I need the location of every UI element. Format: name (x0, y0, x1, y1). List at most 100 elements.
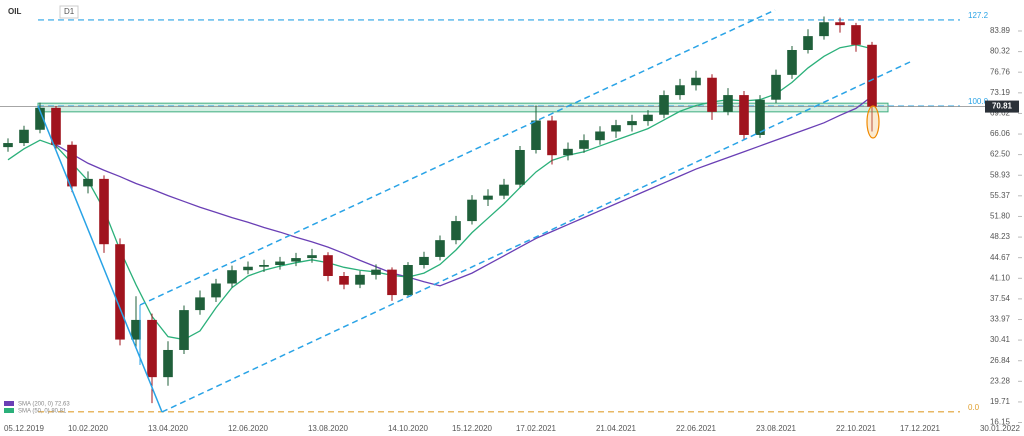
candle-body (675, 85, 685, 96)
y-tick-label: 26.84 (990, 356, 1011, 365)
candle-body (355, 274, 365, 285)
y-tick-label: 69.62 (990, 109, 1011, 118)
x-tick-label: 17.12.2021 (900, 424, 941, 433)
y-tick-label: 83.89 (990, 26, 1011, 35)
price-tag-label: 70.81 (992, 102, 1013, 111)
x-tick-label: 21.04.2021 (596, 424, 637, 433)
y-tick-label: 48.23 (990, 232, 1011, 241)
sma-line (7, 44, 873, 341)
y-tick-label: 62.50 (990, 150, 1011, 159)
symbol: OIL (8, 7, 21, 16)
candle-body (499, 184, 509, 196)
candle-body (307, 255, 317, 259)
candle-body (643, 114, 653, 122)
price-tag-box (985, 100, 1019, 113)
x-tick-label: 22.10.2021 (836, 424, 877, 433)
candle-body (3, 143, 13, 148)
candle-body (131, 319, 141, 340)
legend-entry: SMA (50, 0) 80.81 (18, 409, 67, 415)
y-tick-label: 44.67 (990, 253, 1011, 262)
y-tick-label: 19.71 (990, 397, 1011, 406)
candle-body (451, 221, 461, 241)
candle-body (739, 95, 749, 135)
candle-body (707, 77, 717, 112)
y-tick-label: 73.19 (990, 88, 1011, 97)
candle-body (595, 131, 605, 141)
y-tick-label: 16.15 (990, 418, 1011, 427)
candle-body (403, 265, 413, 296)
y-tick-label: 76.76 (990, 67, 1011, 76)
candle-body (771, 74, 781, 100)
x-tick-label: 10.02.2020 (68, 424, 109, 433)
legend-swatch (4, 408, 14, 413)
candle-body (835, 22, 845, 26)
candle-body (467, 199, 477, 222)
x-tick-label: 12.06.2020 (228, 424, 269, 433)
y-tick-label: 80.32 (990, 47, 1011, 56)
x-tick-label: 15.12.2020 (452, 424, 493, 433)
candle-body (515, 149, 525, 185)
candle-body (291, 258, 301, 262)
x-tick-label: 30.01.2022 (980, 424, 1021, 433)
candle-body (227, 270, 237, 284)
candle-body (179, 310, 189, 350)
candle-body (99, 178, 109, 245)
candle-body (787, 49, 797, 75)
y-tick-label: 66.06 (990, 129, 1011, 138)
candle-body (371, 269, 381, 275)
candle-body (435, 240, 445, 257)
highlight (866, 105, 880, 139)
x-tick-label: 14.10.2020 (388, 424, 429, 433)
candle-body (531, 120, 541, 150)
level-label: 127.2 (968, 11, 989, 20)
candle-body (691, 77, 701, 86)
candle-body (867, 44, 877, 107)
channel-lower (161, 61, 911, 413)
level-label: 0.0 (968, 403, 980, 412)
legend-entry: SMA (200, 0) 72.63 (18, 402, 70, 408)
candle-body (819, 22, 829, 37)
y-tick-label: 37.54 (990, 294, 1011, 303)
y-tick-label: 55.37 (990, 191, 1011, 200)
y-tick-label: 58.93 (990, 170, 1011, 179)
candle-body (83, 178, 93, 187)
candle-body (195, 297, 205, 311)
candle-body (659, 95, 669, 115)
level-label: 100.0 (968, 97, 989, 106)
candle-body (755, 99, 765, 135)
candle-body (339, 275, 349, 285)
price-tag: 70.81 (985, 100, 1019, 113)
y-tick-label: 23.28 (990, 376, 1011, 385)
candle-body (611, 125, 621, 132)
candle-body (35, 107, 45, 130)
candle-body (419, 256, 429, 266)
candle-body (851, 25, 861, 45)
candle-body (563, 148, 573, 156)
candle-body (547, 120, 557, 156)
candle-body (115, 244, 125, 340)
candle-body (243, 266, 253, 271)
x-tick-label: 05.12.2019 (4, 424, 45, 433)
x-tick-label: 13.08.2020 (308, 424, 349, 433)
candle-body (803, 36, 813, 50)
candle-body (51, 107, 61, 145)
drawings (37, 9, 911, 413)
candle-body (483, 195, 493, 200)
timeframe-box (59, 5, 79, 19)
candle-body (19, 129, 29, 144)
trendline (37, 105, 163, 413)
x-tick-label: 17.02.2021 (516, 424, 557, 433)
x-tick-label: 23.08.2021 (756, 424, 797, 433)
candle-body (579, 140, 589, 149)
candle-body (275, 261, 285, 266)
candle-body (259, 265, 269, 267)
y-tick-label: 33.97 (990, 315, 1011, 324)
candle-body (387, 269, 397, 296)
sma-line (55, 95, 873, 287)
y-tick-label: 51.80 (990, 212, 1011, 221)
candle-body (67, 144, 77, 187)
candle-body (627, 121, 637, 126)
candle-body (323, 255, 333, 276)
timeframe: D1 (64, 7, 75, 16)
